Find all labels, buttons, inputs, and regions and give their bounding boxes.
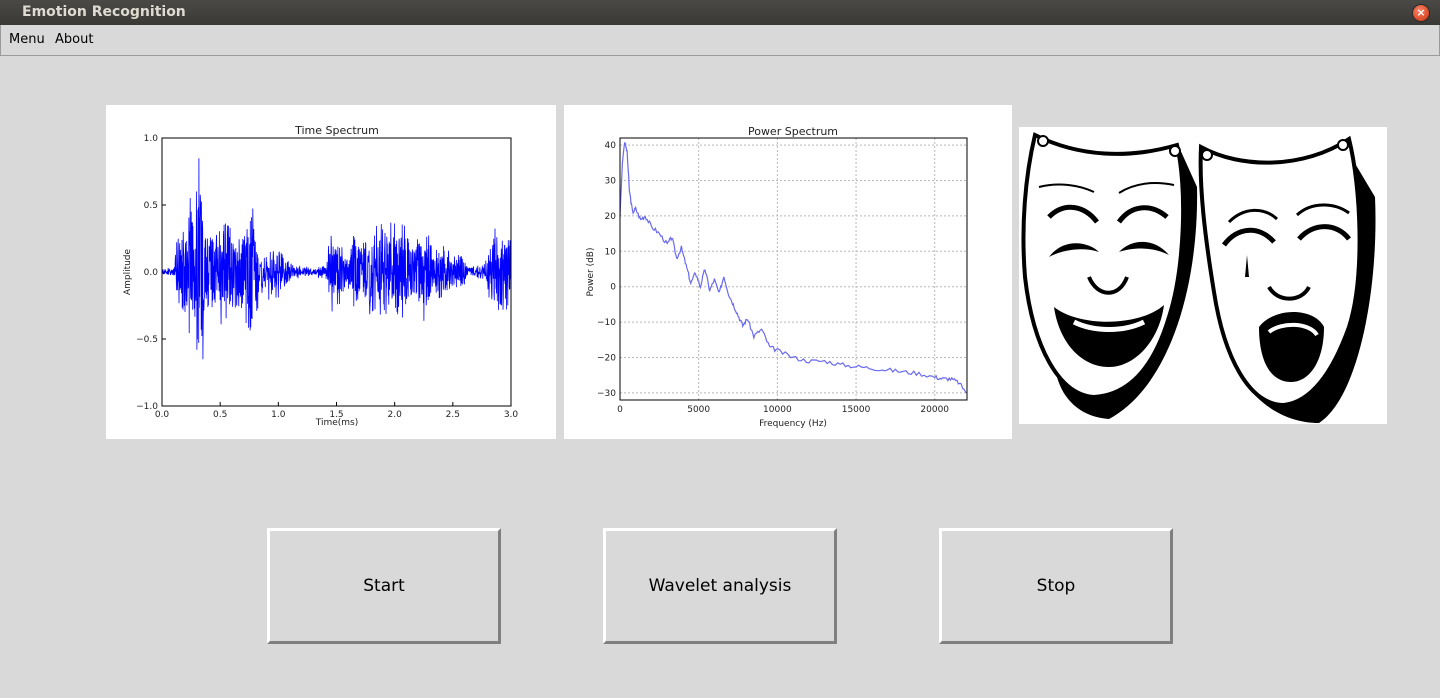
power-series-line [619, 142, 968, 394]
time-chart-title: Time Spectrum [294, 124, 379, 137]
power-xtick-label: 15000 [842, 405, 871, 415]
time-xtick-label: 1.5 [329, 410, 343, 420]
time-xtick-label: 0.0 [155, 410, 170, 420]
time-spectrum-chart: Time Spectrum Amplitude Time(ms) 0.0 0.5 1… [106, 105, 556, 439]
stop-button[interactable]: Stop [939, 528, 1173, 644]
comedy-tragedy-masks-icon [1019, 127, 1387, 424]
window-title: Emotion Recognition [22, 4, 186, 20]
power-ytick-label: 20 [605, 212, 617, 222]
power-ytick-label: −30 [597, 389, 616, 399]
power-chart-title: Power Spectrum [748, 125, 838, 138]
power-spectrum-chart: Power Spectrum Power (dB) Frequency (Hz)… [564, 105, 1012, 439]
power-xtick-label: 0 [617, 405, 623, 415]
power-chart-ylabel: Power (dB) [586, 248, 596, 297]
menu-item-menu[interactable]: Menu [9, 32, 45, 47]
time-spectrum-svg: Time Spectrum Amplitude Time(ms) 0.0 0.5 1… [123, 124, 519, 428]
time-xtick-label: 1.0 [271, 410, 286, 420]
time-chart-frame [161, 137, 512, 407]
time-xtick-label: 2.5 [446, 410, 460, 420]
time-xtick-label: 2.0 [388, 410, 403, 420]
time-xtick-label: 0.5 [213, 410, 227, 420]
time-ytick-label: 0.5 [144, 201, 158, 211]
time-ytick-label: 0.0 [144, 268, 159, 278]
power-xtick-label: 10000 [763, 405, 792, 415]
time-chart-ylabel: Amplitude [123, 248, 133, 295]
time-ytick-label: 1.0 [144, 134, 159, 144]
start-button[interactable]: Start [267, 528, 501, 644]
close-icon[interactable]: × [1413, 5, 1429, 21]
power-chart-frame [619, 137, 968, 401]
power-ytick-label: 10 [605, 247, 617, 257]
time-ytick-label: −1.0 [136, 402, 158, 412]
masks-drawing [1021, 132, 1376, 423]
wavelet-analysis-button[interactable]: Wavelet analysis [603, 528, 837, 644]
power-ytick-label: 40 [605, 141, 617, 151]
power-ytick-label: −20 [597, 354, 616, 364]
time-series-line [161, 158, 512, 360]
time-chart-xlabel: Time(ms) [315, 418, 359, 428]
power-ytick-label: 30 [605, 176, 617, 186]
menu-bar: Menu About [0, 25, 1440, 56]
power-xtick-label: 5000 [687, 405, 710, 415]
power-chart-xlabel: Frequency (Hz) [759, 419, 827, 429]
power-ytick-label: 0 [610, 283, 616, 293]
time-ytick-label: −0.5 [136, 335, 158, 345]
power-spectrum-svg: Power Spectrum Power (dB) Frequency (Hz)… [586, 125, 968, 429]
title-bar: Emotion Recognition × [0, 0, 1440, 25]
menu-item-about[interactable]: About [55, 32, 94, 47]
time-xtick-label: 3.0 [504, 410, 519, 420]
power-ytick-label: −10 [597, 318, 616, 328]
power-xtick-label: 20000 [920, 405, 949, 415]
